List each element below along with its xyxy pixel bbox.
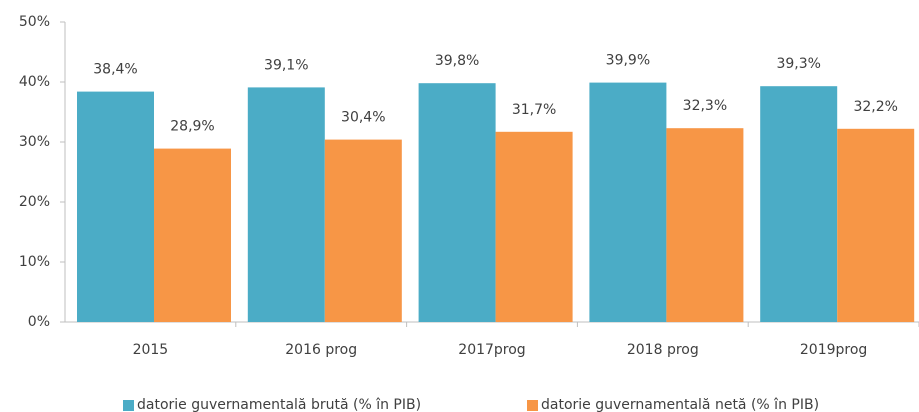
bar [77, 91, 154, 322]
bar [324, 139, 402, 322]
data-label: 31,7% [512, 102, 556, 118]
y-tick-label: 10% [19, 254, 50, 270]
y-tick-label: 0% [28, 314, 50, 330]
x-tick-label: 2019prog [800, 342, 867, 358]
data-label: 39,1% [264, 57, 308, 73]
bar [154, 148, 231, 322]
bar [760, 86, 838, 322]
y-tick-label: 30% [19, 134, 50, 150]
legend-swatch [527, 400, 538, 411]
bar [666, 128, 744, 322]
data-label: 28,9% [170, 119, 214, 135]
y-tick-label: 50% [19, 14, 50, 30]
data-label: 32,2% [853, 99, 897, 115]
legend-label: datorie guvernamentală netă (% în PIB) [541, 397, 819, 412]
bar [418, 83, 496, 322]
y-tick-label: 20% [19, 194, 50, 210]
data-label: 39,3% [776, 56, 820, 72]
legend-swatch [123, 400, 134, 411]
bar [589, 82, 667, 322]
bar [495, 131, 573, 322]
legend-label: datorie guvernamentală brută (% în PIB) [137, 397, 421, 412]
data-label: 38,4% [93, 62, 137, 78]
data-label: 39,8% [435, 53, 479, 69]
bar [247, 87, 325, 323]
y-tick-label: 40% [19, 74, 50, 90]
data-label: 39,9% [606, 53, 650, 69]
x-tick-label: 2016 prog [285, 342, 357, 358]
data-label: 30,4% [341, 110, 385, 126]
bar [837, 128, 915, 322]
x-tick-label: 2018 prog [627, 342, 699, 358]
x-tick-label: 2015 [133, 342, 169, 358]
data-label: 32,3% [683, 98, 727, 114]
x-tick-label: 2017prog [458, 342, 525, 358]
